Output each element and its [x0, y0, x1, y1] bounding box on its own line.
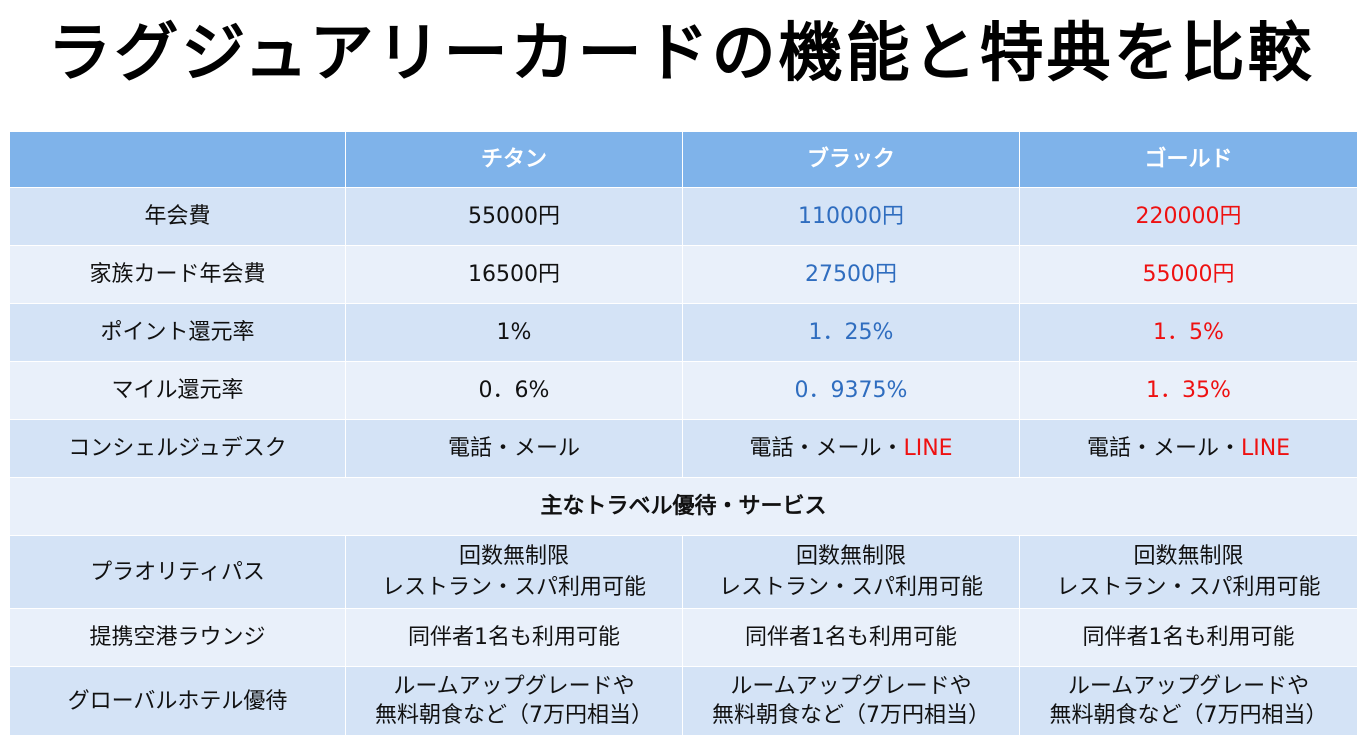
- titanium-value: 0．6%: [345, 361, 683, 420]
- table-row: プラオリティパス 回数無制限 レストラン・スパ利用可能 回数無制限 レストラン・…: [9, 535, 1358, 609]
- value-line: ルームアップグレードや: [393, 674, 635, 699]
- row-label: ポイント還元率: [9, 303, 346, 362]
- header-empty-cell: [9, 131, 346, 188]
- black-value: 0．9375%: [682, 361, 1020, 420]
- concierge-channels: 電話・メール・: [1086, 435, 1241, 461]
- titanium-value: 回数無制限 レストラン・スパ利用可能: [345, 535, 683, 609]
- value-line: 回数無制限: [795, 544, 906, 569]
- concierge-extra: LINE: [903, 435, 953, 461]
- value-line: 無料朝食など（7万円相当）: [712, 703, 990, 728]
- gold-value: 1．5%: [1019, 303, 1358, 362]
- value-line: ルームアップグレードや: [1067, 674, 1310, 699]
- row-label: 提携空港ラウンジ: [9, 608, 346, 667]
- table-row: マイル還元率 0．6% 0．9375% 1．35%: [9, 361, 1358, 420]
- page-title: ラグジュアリーカードの機能と特典を比較: [47, 17, 1315, 91]
- row-label: 家族カード年会費: [9, 245, 346, 304]
- gold-value: 220000円: [1019, 187, 1358, 246]
- concierge-channels: 電話・メール: [447, 435, 580, 461]
- section-row: 主なトラベル優待・サービス: [9, 477, 1358, 536]
- titanium-value: ルームアップグレードや 無料朝食など（7万円相当）: [345, 666, 683, 736]
- section-title: 主なトラベル優待・サービス: [9, 477, 1358, 536]
- value-line: ルームアップグレードや: [730, 674, 972, 699]
- titanium-value: 55000円: [345, 187, 683, 246]
- value-line: 回数無制限: [458, 544, 569, 569]
- titanium-value: 電話・メール: [345, 419, 683, 478]
- header-titanium: チタン: [345, 131, 683, 188]
- value-line: 無料朝食など（7万円相当）: [1049, 703, 1328, 728]
- black-value: 回数無制限 レストラン・スパ利用可能: [682, 535, 1020, 609]
- titanium-value: 16500円: [345, 245, 683, 304]
- black-value: 27500円: [682, 245, 1020, 304]
- table-row: グローバルホテル優待 ルームアップグレードや 無料朝食など（7万円相当） ルーム…: [9, 666, 1358, 736]
- black-value: ルームアップグレードや 無料朝食など（7万円相当）: [682, 666, 1020, 736]
- row-label: コンシェルジュデスク: [9, 419, 346, 478]
- header-black: ブラック: [682, 131, 1020, 188]
- gold-value: 同伴者1名も利用可能: [1019, 608, 1358, 667]
- black-value: 同伴者1名も利用可能: [682, 608, 1020, 667]
- row-label: 年会費: [9, 187, 346, 246]
- gold-value: 1．35%: [1019, 361, 1358, 420]
- value-line: レストラン・スパ利用可能: [718, 575, 983, 600]
- titanium-value: 同伴者1名も利用可能: [345, 608, 683, 667]
- value-line: レストラン・スパ利用可能: [381, 575, 646, 600]
- gold-value: ルームアップグレードや 無料朝食など（7万円相当）: [1019, 666, 1358, 736]
- value-line: 回数無制限: [1133, 544, 1244, 569]
- gold-value: 電話・メール・LINE: [1019, 419, 1358, 478]
- concierge-extra: LINE: [1240, 435, 1291, 461]
- table-row: 家族カード年会費 16500円 27500円 55000円: [9, 245, 1358, 304]
- table-row: 年会費 55000円 110000円 220000円: [9, 187, 1358, 246]
- table-row: 提携空港ラウンジ 同伴者1名も利用可能 同伴者1名も利用可能 同伴者1名も利用可…: [9, 608, 1358, 667]
- black-value: 110000円: [682, 187, 1020, 246]
- table-row: ポイント還元率 1% 1．25% 1．5%: [9, 303, 1358, 362]
- black-value: 電話・メール・LINE: [682, 419, 1020, 478]
- comparison-table: チタン ブラック ゴールド 年会費 55000円 110000円 220000円…: [9, 131, 1358, 736]
- header-gold: ゴールド: [1019, 131, 1358, 188]
- table-row: コンシェルジュデスク 電話・メール 電話・メール・LINE 電話・メール・LIN…: [9, 419, 1358, 478]
- gold-value: 55000円: [1019, 245, 1358, 304]
- row-label: マイル還元率: [9, 361, 346, 420]
- table-header-row: チタン ブラック ゴールド: [9, 131, 1358, 188]
- black-value: 1．25%: [682, 303, 1020, 362]
- titanium-value: 1%: [345, 303, 683, 362]
- row-label: プラオリティパス: [9, 535, 346, 609]
- gold-value: 回数無制限 レストラン・スパ利用可能: [1019, 535, 1358, 609]
- row-label: グローバルホテル優待: [9, 666, 346, 736]
- value-line: レストラン・スパ利用可能: [1056, 575, 1321, 600]
- concierge-channels: 電話・メール・: [749, 435, 904, 461]
- value-line: 無料朝食など（7万円相当）: [375, 703, 653, 728]
